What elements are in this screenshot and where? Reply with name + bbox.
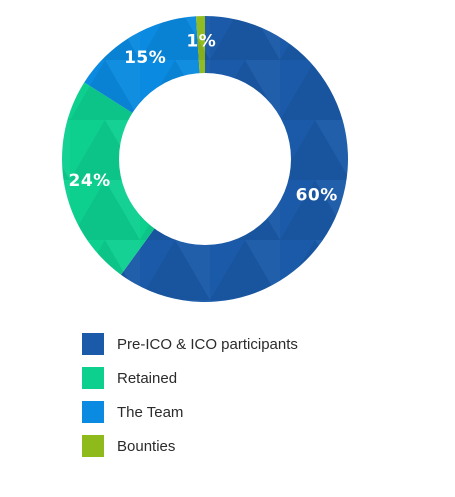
slice-percent-label: 1% <box>186 32 216 52</box>
legend-label: The Team <box>117 403 184 421</box>
legend-swatch <box>82 333 104 355</box>
slice-percent-label: 15% <box>124 48 166 68</box>
legend-item-retained: Retained <box>82 367 298 389</box>
legend-label: Retained <box>117 369 178 387</box>
legend-item-pre-ico: Pre-ICO & ICO participants <box>82 333 298 355</box>
chart-legend: Pre-ICO & ICO participants Retained The … <box>82 333 298 457</box>
legend-swatch <box>82 401 104 423</box>
legend-swatch <box>82 367 104 389</box>
legend-item-bounties: Bounties <box>82 435 298 457</box>
donut-hole <box>119 73 291 245</box>
legend-label: Pre-ICO & ICO participants <box>117 335 298 353</box>
donut-chart: 60% 24% 15% 1% <box>62 15 349 302</box>
legend-label: Bounties <box>117 437 176 455</box>
legend-item-the-team: The Team <box>82 401 298 423</box>
slice-percent-label: 60% <box>296 185 338 205</box>
donut-chart-svg: 60% 24% 15% 1% <box>62 15 349 302</box>
slice-percent-label: 24% <box>68 171 110 191</box>
legend-swatch <box>82 435 104 457</box>
